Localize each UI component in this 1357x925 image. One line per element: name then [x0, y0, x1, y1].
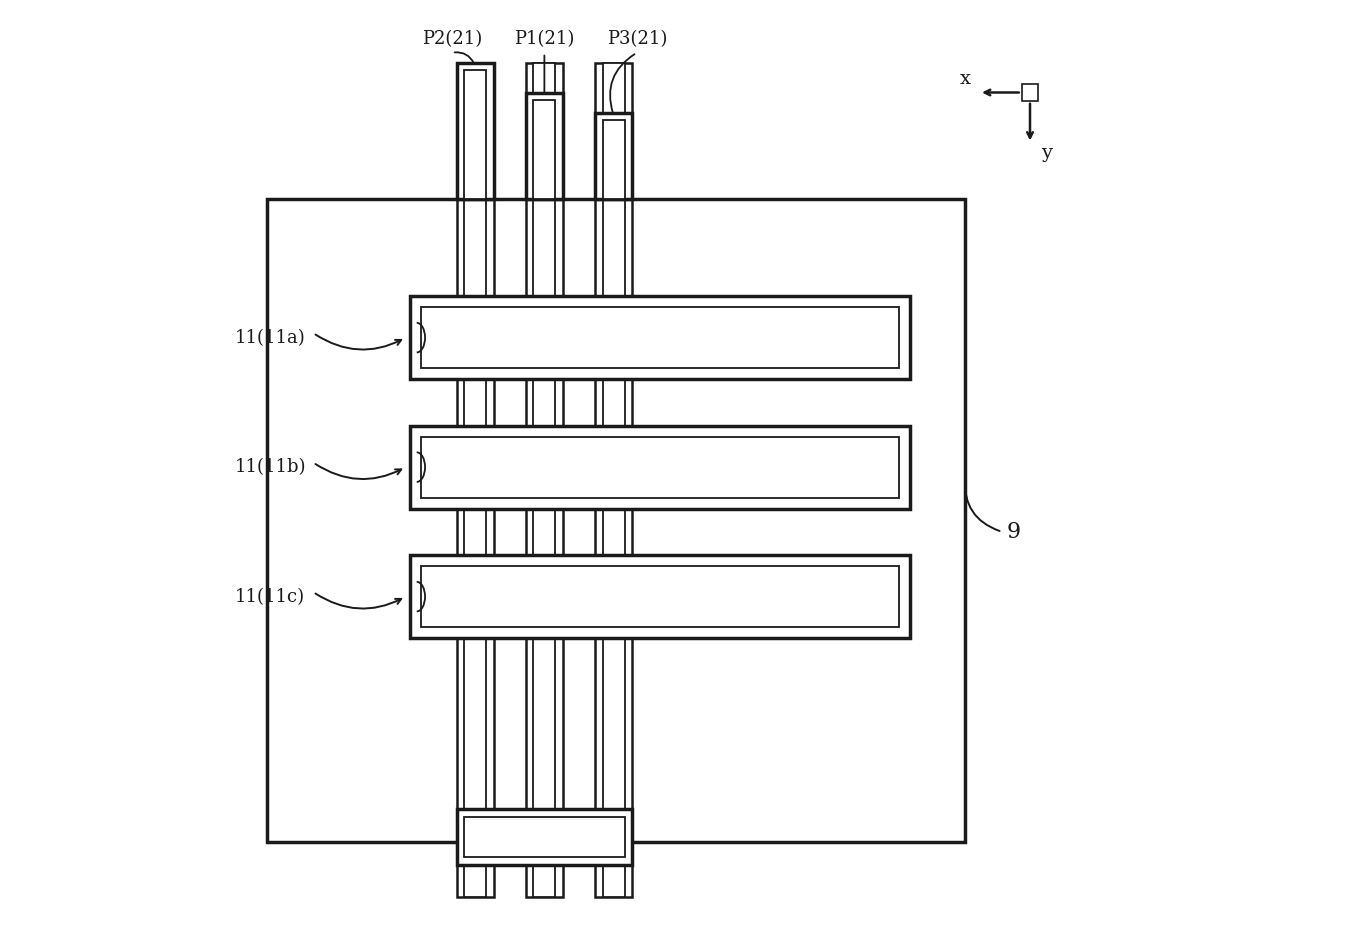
Text: 11(11b): 11(11b) [235, 458, 305, 476]
Bar [603, 63, 624, 897]
Bar [1022, 84, 1038, 101]
Bar [603, 120, 624, 199]
Text: 23: 23 [456, 848, 479, 867]
Bar [464, 817, 624, 857]
Bar [527, 92, 563, 199]
Text: 9: 9 [1007, 521, 1020, 543]
Bar [422, 307, 898, 368]
Text: 11(11a): 11(11a) [235, 328, 305, 347]
Bar [533, 63, 555, 897]
Bar [422, 566, 898, 627]
Text: P1(21): P1(21) [514, 30, 574, 48]
Text: P2(21): P2(21) [422, 30, 482, 48]
Bar [410, 296, 909, 379]
Text: x: x [959, 69, 970, 88]
Bar [596, 113, 632, 199]
Bar [410, 426, 909, 509]
Bar [456, 63, 494, 897]
Bar [267, 199, 965, 842]
Bar [422, 437, 898, 498]
Text: y: y [1041, 143, 1052, 162]
Bar [533, 100, 555, 199]
Bar [456, 63, 494, 199]
Bar [456, 809, 632, 865]
Bar [527, 63, 563, 897]
Bar [464, 70, 486, 199]
Bar [410, 555, 909, 638]
Text: P3(21): P3(21) [607, 30, 668, 48]
Bar [596, 63, 632, 897]
Text: 11(11c): 11(11c) [235, 587, 304, 606]
Bar [464, 63, 486, 897]
